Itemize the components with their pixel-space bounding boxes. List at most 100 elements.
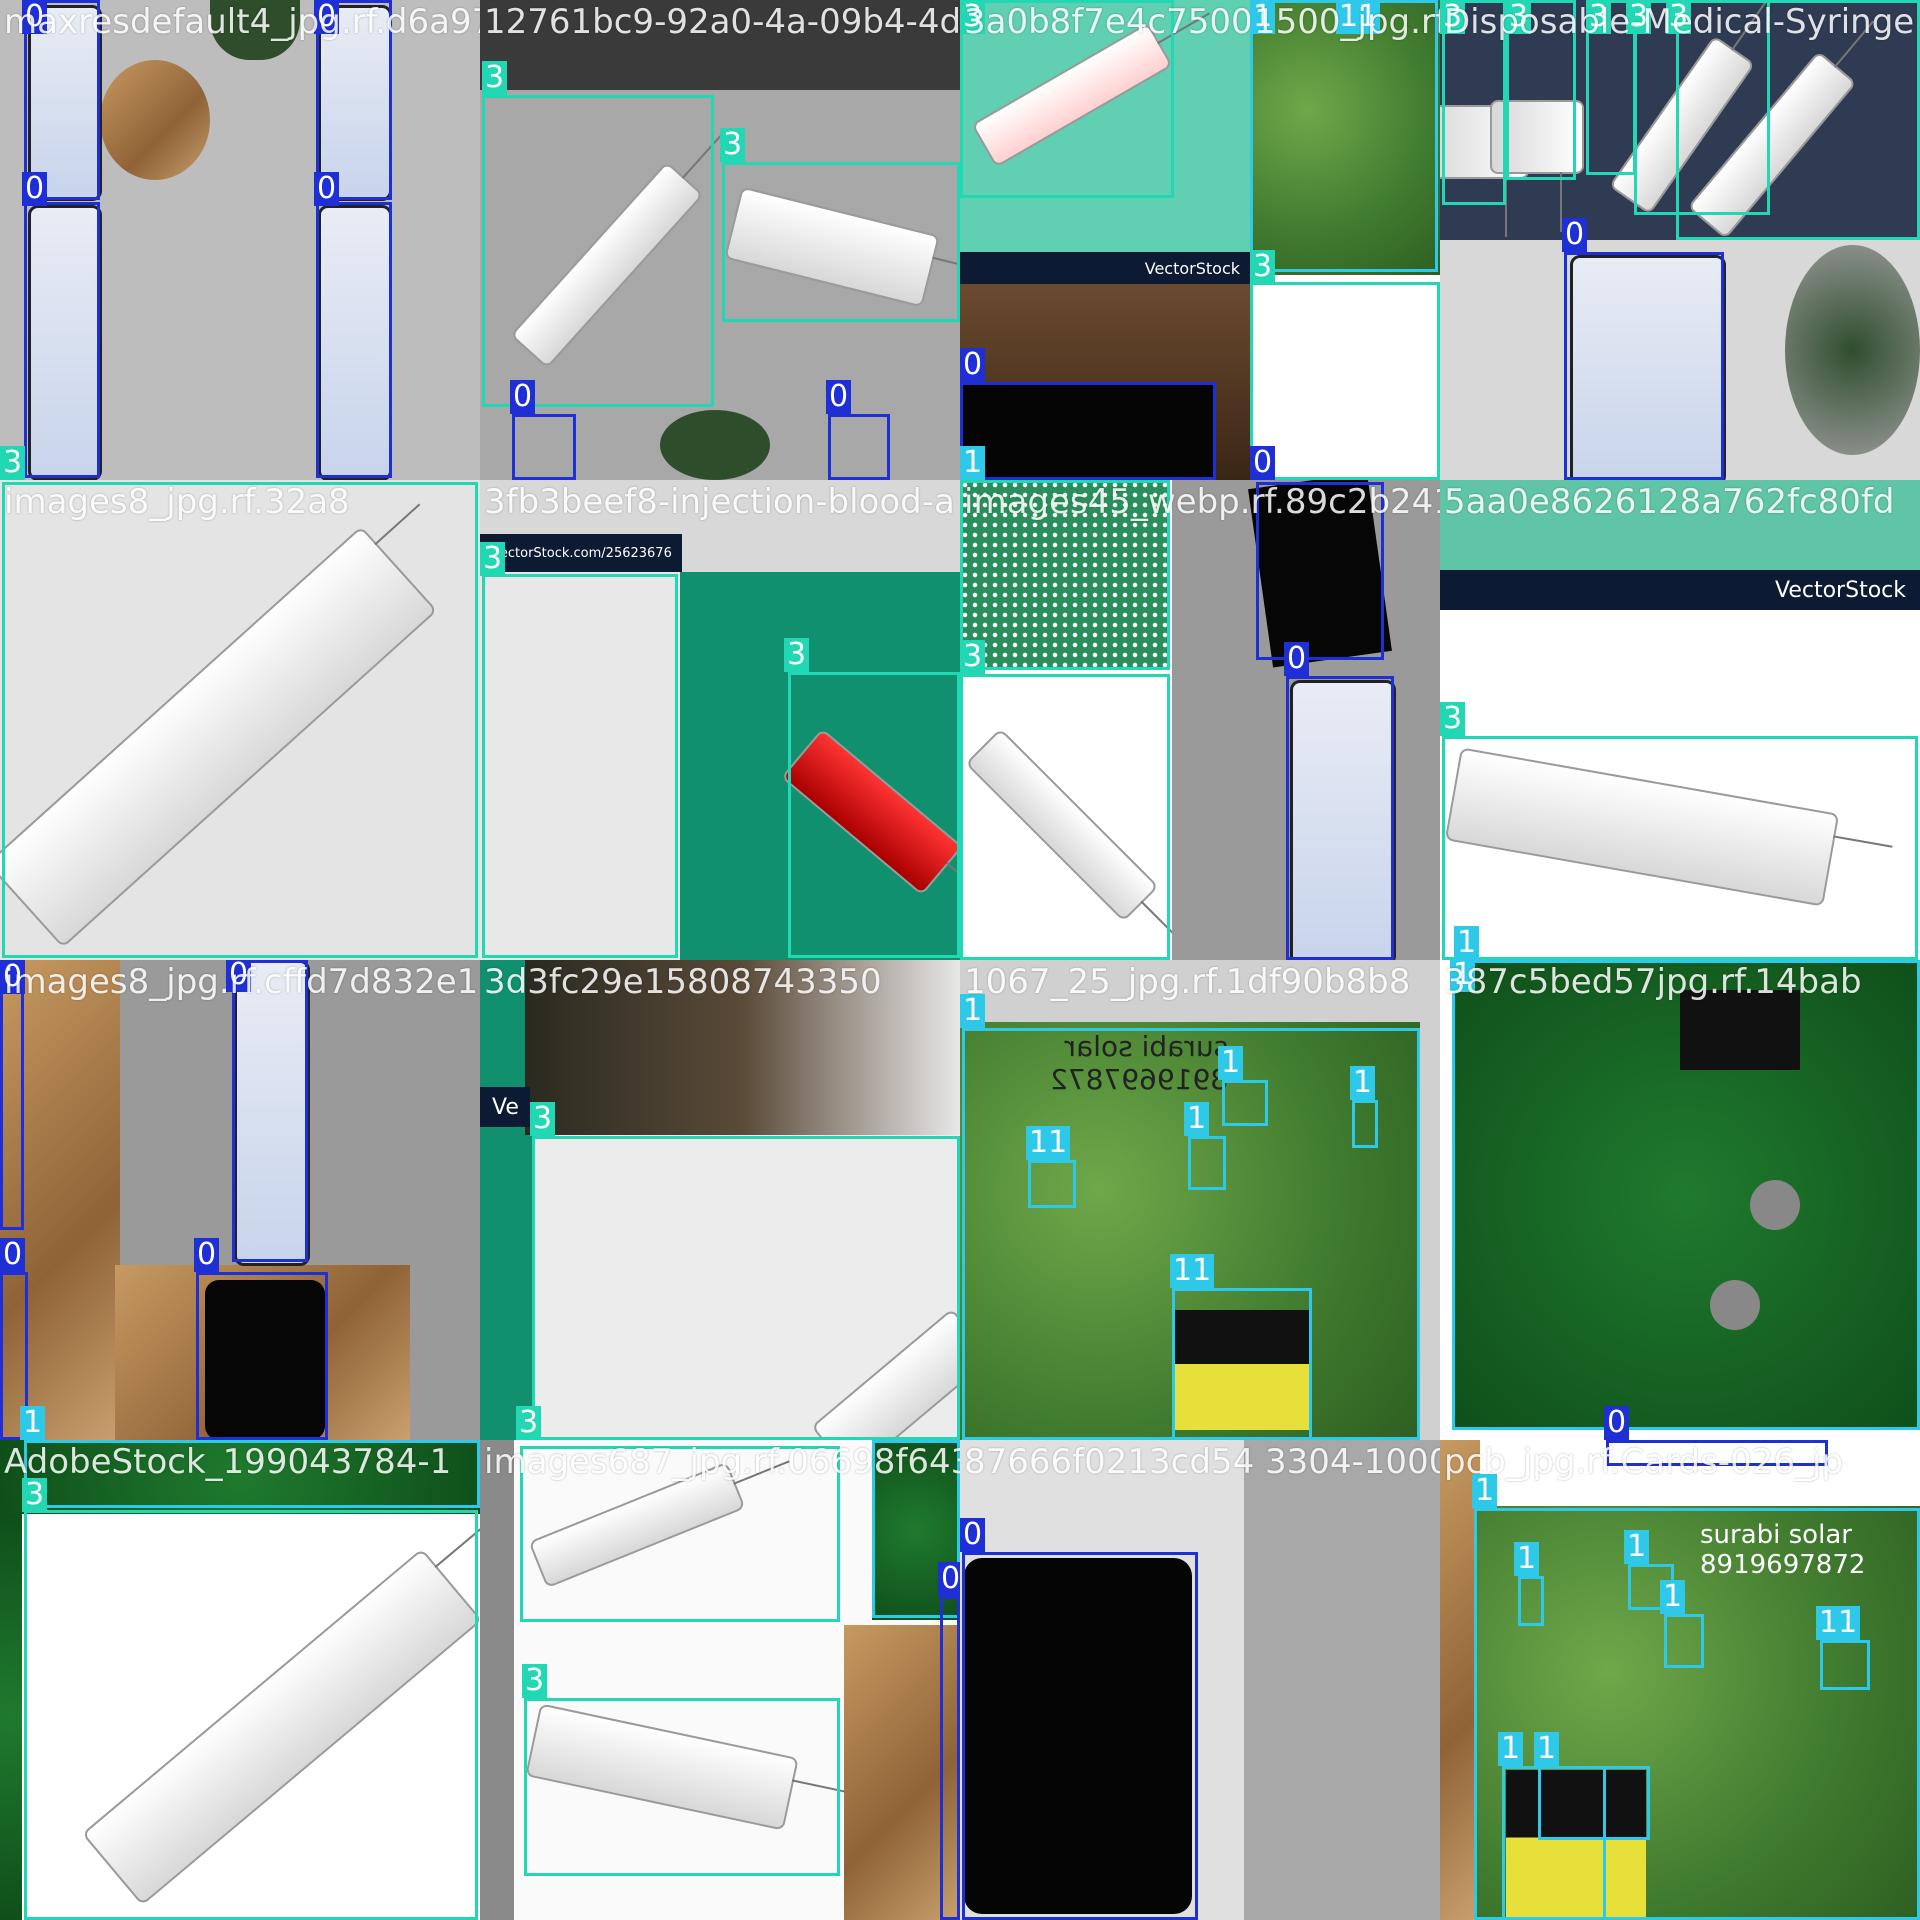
image-filename: images8_jpg.rf.32a8 (4, 482, 350, 522)
bounding-box (24, 0, 100, 200)
bounding-box (1188, 1136, 1226, 1190)
phone-photo (28, 5, 102, 201)
tile: 0 0 0 0 1 images8_jpg.rf.cffd7d832e1 (0, 960, 480, 1440)
class-label: 3 (516, 1406, 542, 1440)
bounding-box (1606, 1440, 1828, 1466)
bounding-box (1820, 1640, 1870, 1690)
bounding-box (482, 574, 678, 958)
class-label: 1 (1450, 960, 1476, 992)
tile: Ve 3 3 3d3fc29e15808743350 (480, 960, 960, 1440)
class-label: 0 (1250, 446, 1276, 480)
phone-photo (234, 960, 310, 1266)
bounding-box (828, 414, 890, 480)
tile: surabi solar 8919697872 1 1 1 1 11 1 1 p… (1440, 1440, 1920, 1920)
tile: 3 AdobeStock_199043784-1 (0, 1440, 480, 1920)
tile: VectorStock 3 1 5aa0e8626128a762fc80fd (1440, 480, 1920, 960)
transformer-photo (1506, 1770, 1646, 1920)
tile: 1 0 387c5bed57jpg.rf.14bab (1440, 960, 1920, 1440)
class-label: 1 (1472, 1474, 1498, 1508)
class-label: 3 (1440, 0, 1466, 34)
pcb-photo (1250, 0, 1440, 275)
capacitor-photo (1710, 1280, 1760, 1330)
class-label: 1 (1534, 1732, 1560, 1766)
bounding-box (2, 482, 478, 958)
image-filename: 3a0b8f7e4c7500 (964, 2, 1250, 42)
watermark-text: VectorStock (1775, 577, 1906, 603)
class-label: 1 (1218, 1046, 1244, 1080)
vectorstock-banner: VectorStock (1440, 570, 1920, 610)
class-label: 0 (22, 0, 48, 34)
bounding-box (520, 1446, 840, 1622)
bounding-box (1250, 282, 1440, 480)
class-label: 0 (1562, 218, 1588, 252)
image-filename: 3d3fc29e15808743350 (484, 962, 882, 1002)
class-label: 1 (1498, 1732, 1524, 1766)
class-label: 0 (314, 0, 340, 34)
pcb-brand: surabi solar (1700, 1520, 1852, 1550)
bounding-box (960, 382, 1216, 480)
class-label: 3 (960, 640, 986, 674)
vectorstock-banner: Ve (480, 1087, 530, 1127)
phone-photo (1290, 680, 1396, 960)
bounding-box (196, 1272, 328, 1440)
tile: 1 11 3 0 1500_jpg.rf. (1250, 0, 1440, 480)
class-label: 1 (1184, 1102, 1210, 1136)
tile: 3 3 0 0 12761bc9-92a0-4a-09b4-4de (480, 0, 960, 480)
bounding-box (960, 674, 1170, 960)
image-filename: 1500_jpg.rf. (1254, 2, 1440, 42)
class-label: 1 (960, 994, 986, 1028)
phone-photo (962, 384, 1216, 480)
transformer-photo (1172, 1310, 1312, 1430)
class-label: 0 (1284, 642, 1310, 676)
tile: VectorStock 3 0 1 3a0b8f7e4c7500 (960, 0, 1250, 480)
watermark-text: VectorStock.com/25623676 (492, 545, 672, 561)
class-label: 3 (482, 61, 508, 95)
class-label: 3 (784, 638, 810, 672)
class-label: 1 (960, 446, 986, 480)
pcb-photo (0, 1514, 22, 1920)
tile: 3 3 3 3 3 0 Disposable-Medical-Syringe (1440, 0, 1920, 480)
phone-photo (1570, 255, 1726, 480)
class-label: 0 (0, 960, 26, 994)
capacitor-photo (1750, 1180, 1800, 1230)
vectorstock-banner: VectorStock (960, 252, 1250, 284)
image-filename: pcb_jpg.rf.Cards-026_jp (1444, 1442, 1844, 1482)
class-label: 1 (1454, 926, 1480, 960)
class-label: 3 (522, 1664, 548, 1698)
photo-background (525, 960, 960, 1135)
tile: surabi solar 8919697872 1 1 1 1 11 11 10… (960, 960, 1440, 1440)
bounding-box (940, 1596, 960, 1920)
watermark-text: Ve (492, 1094, 519, 1120)
pcb-photo (0, 1440, 480, 1514)
bounding-box (316, 0, 392, 200)
class-label: 1 (1250, 0, 1276, 34)
bounding-box (1676, 0, 1920, 240)
class-label: 11 (1026, 1126, 1071, 1160)
class-label: 3 (1440, 702, 1466, 736)
bounding-box (1664, 1614, 1704, 1668)
class-label: 3 (530, 1102, 556, 1136)
class-label: 1 (20, 1406, 46, 1440)
bounding-box (962, 1552, 1198, 1920)
image-filename: images45_webp.rf.89c2b2419 (964, 482, 1440, 522)
bounding-box (960, 0, 1174, 198)
image-filename: images687_jpg.rf.06698f643 (484, 1442, 960, 1482)
bounding-box (1538, 1766, 1650, 1840)
bounding-box (482, 95, 714, 407)
photo-background (480, 1440, 514, 1920)
bounding-box (872, 1440, 960, 1618)
class-label: 3 (0, 446, 26, 480)
class-label: 3 (1626, 0, 1652, 34)
image-filename: images8_jpg.rf.cffd7d832e1 (4, 962, 479, 1002)
tile: 0 0 0 0 3 maxresdefault4_jpg.rf.d6a97 (0, 0, 480, 480)
bounding-box (1442, 736, 1918, 960)
image-filename: 3fb3beef8-injection-blood-a (484, 482, 955, 522)
class-label: 1 (1350, 1066, 1376, 1100)
bounding-box (0, 1272, 28, 1440)
pcb-dots-photo (960, 480, 1170, 670)
wood-photo (1440, 1440, 1480, 1920)
pcb-silkscreen-text: surabi solar 8919697872 (1700, 1520, 1865, 1580)
image-filename: 387c5bed57jpg.rf.14bab (1444, 962, 1862, 1002)
bounding-box (24, 1440, 480, 1508)
class-label: 3 (960, 0, 986, 34)
